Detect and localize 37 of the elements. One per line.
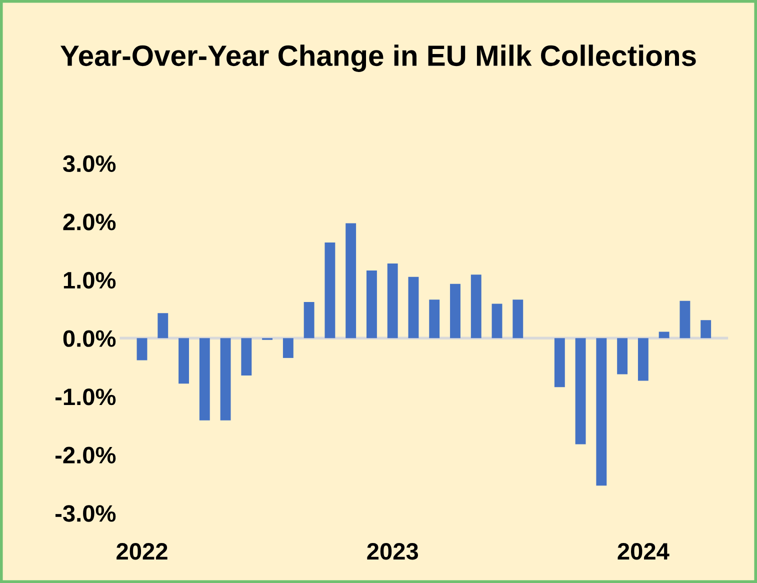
x-tick-label: 2024: [618, 543, 670, 560]
bar: [617, 338, 628, 374]
bar: [596, 338, 607, 486]
bar: [429, 300, 440, 338]
y-tick-label: 1.0%: [64, 272, 116, 289]
y-tick-label: 0.0%: [63, 330, 116, 347]
bar: [136, 338, 148, 360]
bar: [512, 300, 524, 338]
y-tick-label: -1.0%: [56, 388, 116, 406]
y-tick-label: 3.0%: [62, 155, 116, 172]
bar: [680, 300, 690, 338]
bar: [492, 304, 502, 338]
bar: [638, 338, 648, 381]
bar: [658, 332, 670, 338]
y-tick-label: -3.0%: [56, 505, 116, 522]
bar: [158, 313, 168, 338]
bar: [304, 302, 314, 338]
bar: [554, 338, 565, 388]
bar: [450, 284, 460, 338]
bar: [282, 338, 294, 358]
bar: [324, 242, 336, 338]
x-tick-label: 2022: [116, 543, 168, 560]
chart-title: Year-Over-Year Change in EU Milk Collections: [60, 44, 696, 72]
bar: [346, 223, 356, 338]
bar: [408, 276, 419, 338]
bar: [220, 338, 231, 420]
bar: [470, 274, 482, 338]
bar: [575, 338, 586, 444]
bar: [178, 338, 189, 384]
bar: [700, 320, 712, 338]
x-tick-label: 2023: [367, 543, 418, 560]
y-tick-label: -2.0%: [56, 446, 116, 464]
bar: [199, 338, 210, 420]
bar: [387, 264, 398, 338]
bar: [366, 270, 377, 338]
bar: [241, 338, 252, 376]
y-tick-label: 2.0%: [63, 214, 116, 230]
